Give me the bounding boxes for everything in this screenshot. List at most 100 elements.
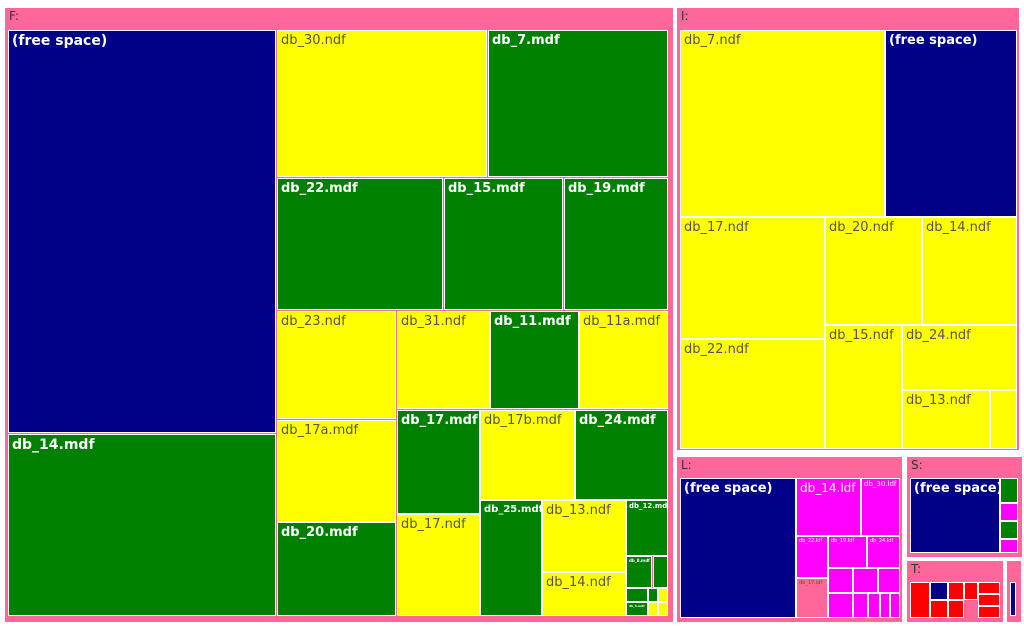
tile-f-item-24[interactable] [648,588,658,602]
tile-t-item-0[interactable] [910,582,930,618]
tile-i-db-15-ndf[interactable]: db_15.ndf [825,325,902,449]
tile-f-db-14-mdf[interactable]: db_14.mdf [8,434,276,616]
tile-f-db-12-mdf[interactable]: db_12.mdf [626,500,668,556]
tile-l-item-12[interactable] [868,593,880,618]
tile-label: db_24.ndf [906,328,971,343]
tile-s-item-4[interactable] [1000,539,1018,553]
tile-f-db-17a-mdf[interactable]: db_17a.mdf [277,420,396,522]
tile-l-item-8[interactable] [853,568,878,593]
tile-label: db_17.mdf [401,413,478,428]
tile-i-db-22-ndf[interactable]: db_22.ndf [680,339,825,449]
tile-label: db_8.mdf [629,558,650,563]
tile-l-item-9[interactable] [878,568,900,593]
tile-label: (free space) [684,481,773,496]
tile-t-item-6[interactable] [978,582,1000,594]
tile-label: db_20.ndf [829,220,894,235]
tile-f-item-27[interactable] [648,602,658,616]
tile-l-item-13[interactable] [880,593,890,618]
tile-f-db-11-mdf[interactable]: db_11.mdf [490,311,579,409]
tile-label: db_19.ldf [831,538,855,544]
tile-f-db-25-mdf[interactable]: db_25.mdf [480,500,542,616]
tile-f-db-13-ndf[interactable]: db_13.ndf [542,500,626,572]
drive-label: S: [911,458,923,472]
tile-i-db-24-ndf[interactable]: db_24.ndf [902,325,1017,390]
drive-group-i: I: db_7.ndf (free space) db_17.ndf db_20.ndf… [677,8,1019,450]
tile-s-item-3[interactable] [1000,521,1018,539]
tile-f-db-15-mdf[interactable]: db_15.mdf [444,178,563,310]
tile-t-item-7[interactable] [978,594,1000,606]
tile-f-free-space[interactable]: (free space) [8,30,276,433]
tile-l-db-22-ldf[interactable]: db_22.ldf [796,536,828,578]
tile-f-db-11a-mdf[interactable]: db_11a.mdf [579,311,668,409]
tile-s-item-2[interactable] [1000,503,1018,521]
tile-f-db-20-mdf[interactable]: db_20.mdf [277,522,396,616]
tile-l-db-17-ldf[interactable]: db_17.ldf [796,578,828,618]
tile-i-db-20-ndf[interactable]: db_20.ndf [825,217,922,325]
tile-l-db-19-ldf[interactable]: db_19.ldf [828,536,867,568]
tile-f-item-25[interactable] [658,588,668,602]
tile-s-free-space[interactable]: (free space) [910,478,1000,553]
tile-i-db-7-ndf[interactable]: db_7.ndf [680,30,885,217]
tile-l-db-24-ldf[interactable]: db_24.ldf [867,536,900,568]
tile-f-db-24-mdf[interactable]: db_24.mdf [575,410,668,500]
tile-i-db-14-ndf[interactable]: db_14.ndf [922,217,1017,325]
tile-label: db_7.mdf [492,33,560,48]
tile-s-item-1[interactable] [1000,478,1018,503]
tile-drive-5-item-0[interactable] [1010,582,1016,616]
tile-l-db-30-ldf[interactable]: db_30.ldf [861,478,900,536]
tile-f-db-17-ndf[interactable]: db_17.ndf [397,514,480,616]
tile-label: db_19.mdf [568,181,645,196]
tile-t-item-3[interactable] [948,582,964,600]
tile-label: db_22.ndf [684,342,749,357]
tile-i-db-17-ndf[interactable]: db_17.ndf [680,217,825,339]
tile-label: db_14.ldf [800,481,856,495]
tile-f-db-17b-mdf[interactable]: db_17b.mdf [480,410,575,500]
tile-l-item-7[interactable] [828,568,853,593]
tile-t-item-8[interactable] [978,606,1000,618]
tile-label: db_5.mdf [629,604,645,608]
tile-label: db_23.ndf [281,314,346,329]
tile-label: db_17a.mdf [281,423,359,438]
tile-f-db-23-ndf[interactable]: db_23.ndf [277,311,396,419]
tile-t-item-1[interactable] [930,582,948,600]
tile-label: db_24.mdf [579,413,656,428]
tile-f-db-17-mdf[interactable]: db_17.mdf [397,410,480,514]
tile-label: db_11.mdf [494,314,571,329]
tile-label: (free space) [889,33,978,48]
drive-group-f: F: (free space) db_14.mdf db_30.ndf db_7.mdf… [5,8,673,622]
tile-i-free-space[interactable]: (free space) [885,30,1017,217]
tile-t-item-5[interactable] [964,582,978,600]
tile-label: db_15.ndf [829,328,894,343]
tile-label: db_22.mdf [281,181,358,196]
tile-f-db-30-ndf[interactable]: db_30.ndf [277,30,487,177]
tile-label: db_14.ndf [926,220,991,235]
tile-label: db_17.ndf [401,517,466,532]
tile-f-db-7-mdf[interactable]: db_7.mdf [488,30,668,177]
tile-i-db-13-ndf[interactable]: db_13.ndf [902,390,990,449]
tile-label: db_15.mdf [448,181,525,196]
drive-label: L: [681,458,692,472]
tile-t-item-4[interactable] [948,600,964,618]
tile-f-db-5-mdf[interactable]: db_5.mdf [626,602,648,616]
tile-label: db_17.ldf [799,580,823,586]
tile-l-item-10[interactable] [828,593,853,618]
tile-label: db_12.mdf [629,502,668,510]
tile-f-db-8-mdf[interactable]: db_8.mdf [626,556,652,588]
tile-t-item-2[interactable] [930,600,948,618]
tile-l-item-11[interactable] [853,593,868,618]
tile-i-item-9[interactable] [990,390,1017,449]
tile-l-free-space[interactable]: (free space) [680,478,796,618]
tile-f-item-22[interactable] [653,556,668,588]
tile-f-item-23[interactable] [626,588,648,602]
tile-l-item-14[interactable] [890,593,900,618]
tile-label: db_7.ndf [684,33,741,48]
tile-f-db-19-mdf[interactable]: db_19.mdf [564,178,668,310]
tile-f-db-14-ndf[interactable]: db_14.ndf [542,572,626,616]
drive-label: T: [911,562,922,576]
tile-label: db_30.ldf [864,480,897,488]
tile-f-item-28[interactable] [658,602,668,616]
tile-f-db-31-ndf[interactable]: db_31.ndf [397,311,490,409]
tile-l-db-14-ldf[interactable]: db_14.ldf [796,478,861,536]
tile-f-db-22-mdf[interactable]: db_22.mdf [277,178,443,310]
